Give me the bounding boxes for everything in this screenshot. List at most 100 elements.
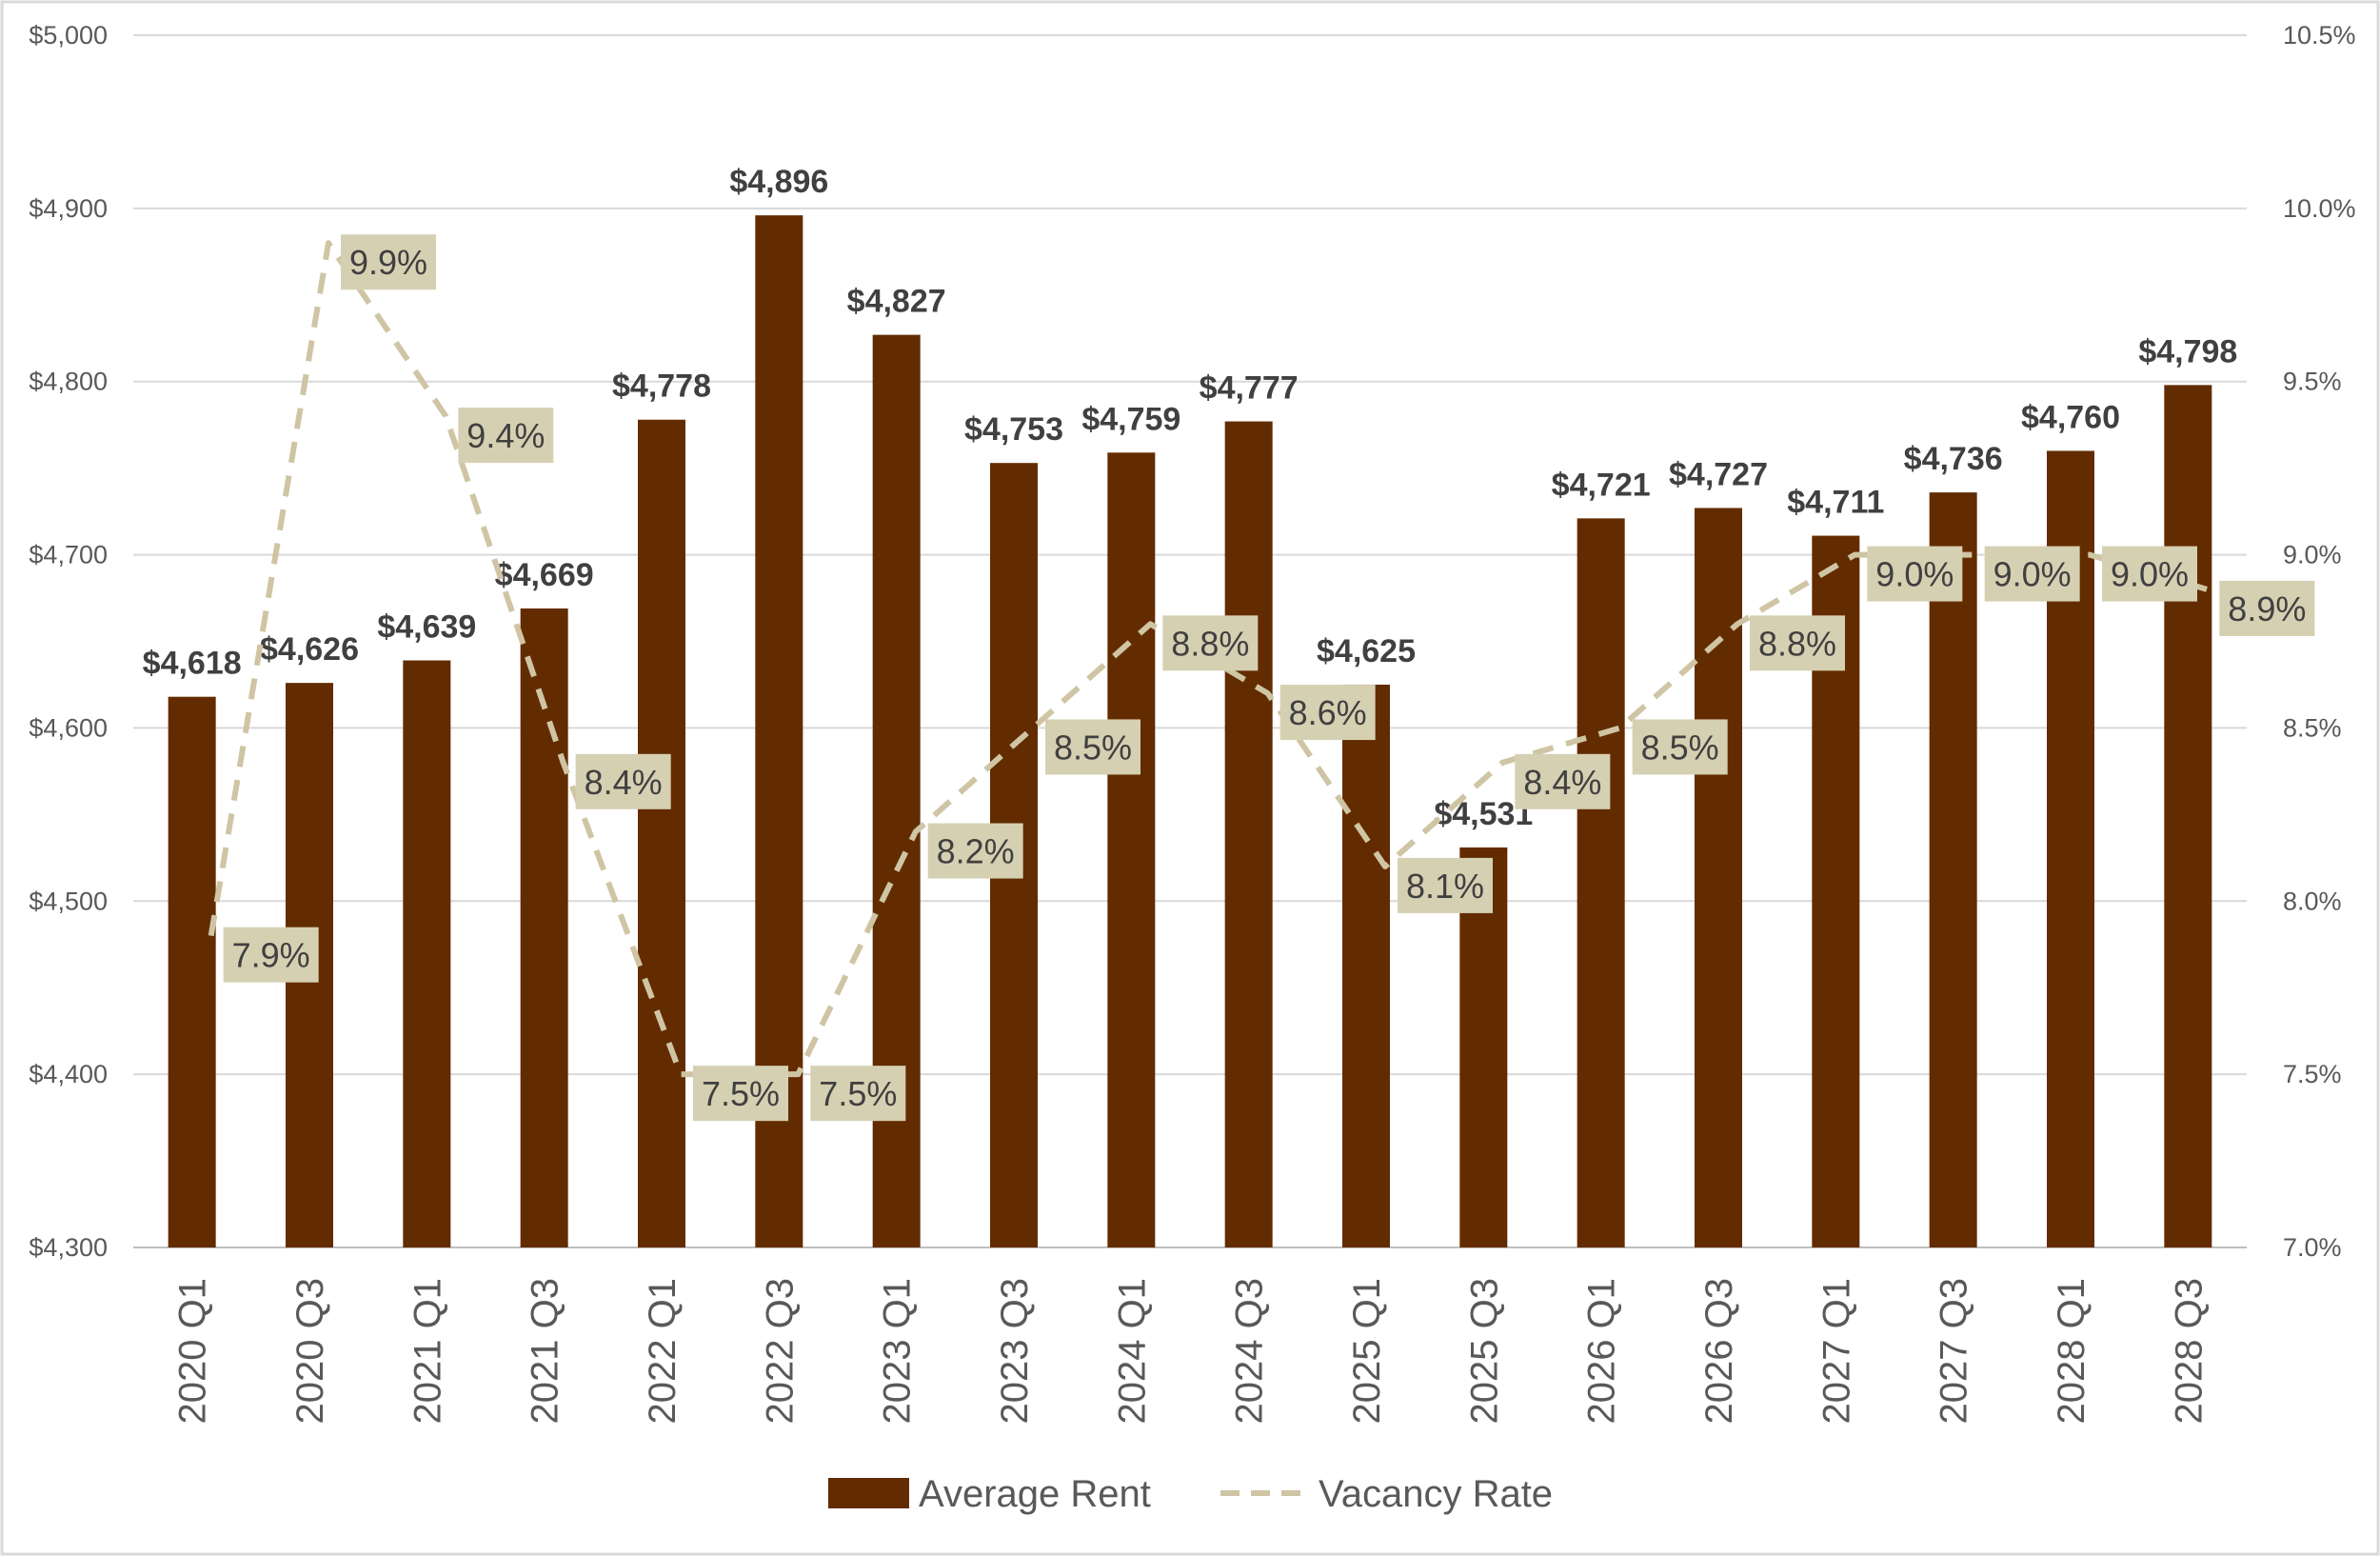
vacancy-label-box [1279, 685, 1376, 741]
vacancy-data-label: 9.0% [1867, 546, 1963, 602]
x-axis-ticks: 2020 Q1 2020 Q3 2021 Q1 2021 Q3 2022 Q1 2022 … [172, 1278, 2211, 1424]
vacancy-label-box [458, 408, 554, 464]
x-tick-label: 2021 Q3 [525, 1278, 566, 1424]
vacancy-label-box [1398, 857, 1493, 913]
vacancy-label-text: 8.4% [585, 763, 663, 802]
legend-label-vacancy-rate: Vacancy Rate [1319, 1473, 1553, 1515]
gridlines [133, 34, 2247, 1248]
rent-bar [168, 696, 216, 1247]
rent-bar-label: $4,721 [1552, 467, 1651, 503]
rent-bar-label: $4,625 [1317, 633, 1416, 669]
x-tick-label: 2023 Q1 [877, 1278, 919, 1424]
rent-bar [1459, 847, 1508, 1247]
vacancy-label-text: 8.8% [1171, 624, 1249, 663]
x-tick-label: 2027 Q1 [1815, 1278, 1857, 1424]
vacancy-label-text: 9.4% [466, 416, 545, 455]
left-tick-label: $4,400 [29, 1060, 108, 1088]
left-tick-label: $4,300 [29, 1233, 108, 1262]
rent-bar [1107, 452, 1156, 1247]
rent-bar [1577, 518, 1625, 1247]
right-tick-label: 9.0% [2283, 541, 2342, 569]
left-tick-label: $4,500 [29, 887, 108, 915]
vacancy-label-box [575, 753, 671, 809]
left-tick-label: $4,600 [29, 713, 108, 742]
rent-bar-label: $4,778 [612, 369, 711, 405]
left-tick-label: $5,000 [29, 21, 108, 50]
rent-bar [1224, 421, 1273, 1247]
vacancy-label-box [2219, 580, 2315, 636]
vacancy-data-label: 8.9% [2219, 580, 2315, 636]
vacancy-data-label: 9.0% [1984, 546, 2080, 602]
vacancy-label-box [2102, 546, 2197, 602]
vacancy-label-text: 9.0% [1993, 555, 2072, 594]
right-tick-label: 10.0% [2283, 194, 2356, 223]
vacancy-data-label: 7.5% [693, 1066, 788, 1122]
vacancy-data-label: 7.9% [223, 927, 319, 983]
rent-bar [403, 660, 451, 1247]
vacancy-label-text: 7.5% [702, 1074, 780, 1113]
legend-swatch-average-rent [828, 1478, 909, 1508]
vacancy-label-box [1045, 719, 1140, 775]
vacancy-label-text: 8.5% [1641, 728, 1719, 767]
vacancy-data-label: 8.8% [1750, 615, 1845, 671]
legend: Average Rent Vacancy Rate [828, 1473, 1553, 1515]
vacancy-label-text: 8.1% [1406, 867, 1484, 906]
vacancy-data-label: 8.5% [1632, 719, 1728, 775]
vacancy-data-label: 8.4% [1515, 753, 1611, 809]
legend-label-average-rent: Average Rent [919, 1473, 1151, 1515]
x-tick-label: 2025 Q1 [1346, 1278, 1388, 1424]
vacancy-label-box [1162, 615, 1259, 671]
vacancy-data-label: 8.5% [1045, 719, 1140, 775]
left-tick-label: $4,900 [29, 194, 108, 223]
vacancy-label-box [1750, 615, 1845, 671]
vacancy-label-box [1515, 753, 1611, 809]
left-axis-ticks: $4,300 $4,400 $4,500 $4,600 $4,700 $4,800 $4,9… [29, 21, 108, 1262]
rent-bar [2164, 385, 2212, 1247]
vacancy-label-text: 8.6% [1289, 693, 1367, 732]
x-tick-label: 2021 Q1 [407, 1278, 448, 1424]
vacancy-label-box [1984, 546, 2080, 602]
rent-bar-label: $4,759 [1081, 401, 1180, 437]
vacancy-data-label: 8.4% [575, 753, 671, 809]
rent-bar [638, 419, 685, 1247]
vacancy-data-label: 9.0% [2102, 546, 2197, 602]
rent-bar-label: $4,760 [2021, 399, 2120, 435]
vacancy-label-box [1632, 719, 1728, 775]
vacancy-label-box [1867, 546, 1963, 602]
vacancy-data-label: 7.5% [810, 1066, 906, 1122]
vacancy-data-label: 8.2% [927, 823, 1023, 879]
vacancy-data-label: 8.6% [1279, 685, 1376, 741]
rent-bar-label: $4,798 [2138, 333, 2237, 369]
vacancy-data-label: 9.9% [341, 234, 436, 290]
x-tick-label: 2026 Q1 [1581, 1278, 1623, 1424]
vacancy-data-label: 8.1% [1398, 857, 1493, 913]
x-tick-label: 2028 Q1 [2051, 1278, 2092, 1424]
vacancy-label-text: 7.9% [232, 936, 310, 975]
rent-bar-label: $4,639 [377, 609, 476, 646]
right-axis-ticks: 7.0% 7.5% 8.0% 8.5% 9.0% 9.5% 10.0% 10.5% [2283, 21, 2356, 1262]
rent-bar-label: $4,827 [847, 284, 946, 320]
vacancy-label-box [927, 823, 1023, 879]
vacancy-label-text: 7.5% [819, 1074, 897, 1113]
vacancy-label-text: 8.4% [1523, 763, 1601, 802]
rent-bar-label: $4,669 [495, 557, 594, 593]
vacancy-label-text: 8.8% [1758, 624, 1836, 663]
right-tick-label: 9.5% [2283, 368, 2342, 396]
rent-bar [1929, 492, 1977, 1247]
x-tick-label: 2026 Q3 [1698, 1278, 1740, 1424]
x-tick-label: 2024 Q3 [1229, 1278, 1271, 1424]
rent-bar [1342, 684, 1390, 1247]
x-tick-label: 2028 Q3 [2168, 1278, 2210, 1424]
x-tick-label: 2023 Q3 [994, 1278, 1036, 1424]
x-tick-label: 2025 Q3 [1463, 1278, 1505, 1424]
x-tick-label: 2022 Q1 [642, 1278, 684, 1424]
vacancy-labels: 7.9% 9.9% 9.4% 8.4% 7.5% 7.5% 8.2% 8.5% 8.8% 8.6%… [223, 234, 2315, 1122]
rent-bar-label: $4,711 [1787, 485, 1884, 521]
x-tick-label: 2020 Q1 [172, 1278, 214, 1424]
vacancy-label-text: 9.0% [2111, 555, 2189, 594]
vacancy-label-box [810, 1066, 906, 1122]
vacancy-label-box [341, 234, 436, 290]
right-tick-label: 8.0% [2283, 887, 2342, 915]
vacancy-label-text: 8.9% [2228, 589, 2306, 628]
